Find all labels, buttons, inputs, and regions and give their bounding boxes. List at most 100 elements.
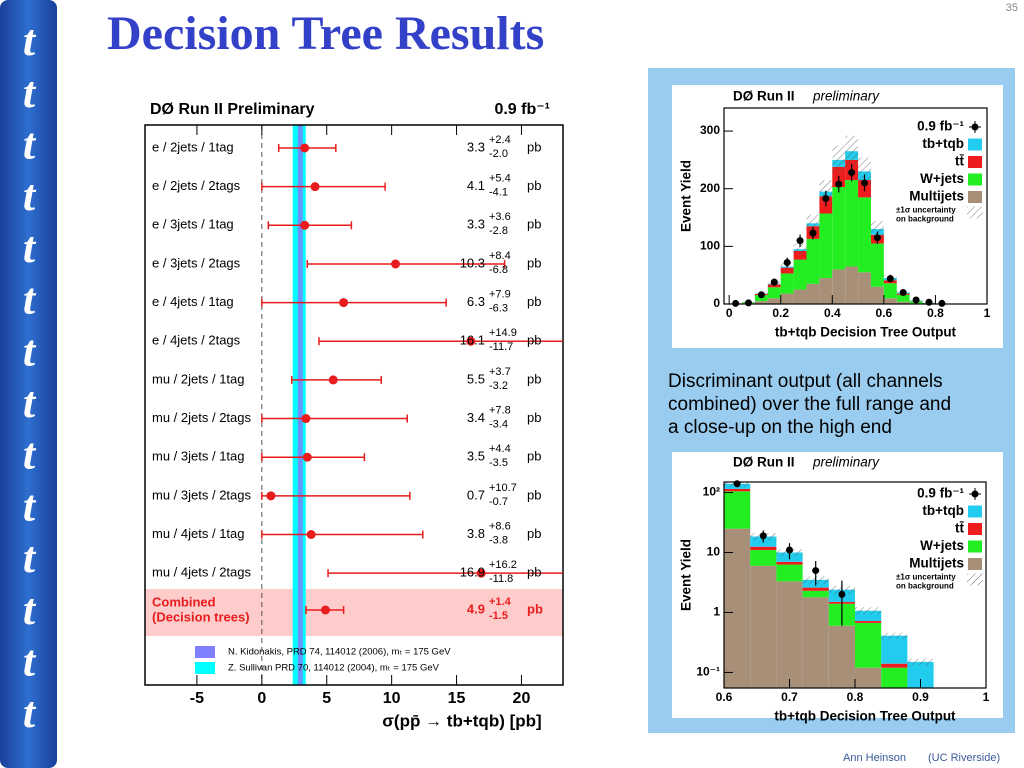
x-tick-label: 15 xyxy=(448,690,466,707)
err-minus-label: -11.7 xyxy=(489,341,513,353)
hist-bar xyxy=(881,635,908,664)
data-point xyxy=(838,590,846,598)
x-tick-label: 0 xyxy=(726,306,733,320)
err-plus-label: +3.7 xyxy=(489,366,511,378)
uncertainty-band xyxy=(793,243,807,255)
hist-bar xyxy=(845,180,859,267)
legend-label: Z. Sullivan PRD 70, 114012 (2004), mₜ = … xyxy=(228,663,440,674)
y-tick-label: 1 xyxy=(713,605,720,619)
x-tick-label: 0.2 xyxy=(772,306,789,320)
hist-bar xyxy=(806,283,820,304)
value-label: 4.9 xyxy=(467,601,485,616)
data-point xyxy=(759,532,767,540)
x-tick-label: -5 xyxy=(190,690,204,707)
x-tick-label: 0.9 xyxy=(912,690,929,704)
err-minus-label: -1.5 xyxy=(489,610,508,622)
x-tick-label: 0.6 xyxy=(716,690,733,704)
legend-label: ±1σ uncertainty xyxy=(896,206,956,215)
legend-label: on background xyxy=(896,582,954,591)
chart-title: DØ Run II xyxy=(733,89,795,104)
hist-bar xyxy=(855,621,882,623)
y-axis-label: Event Yield xyxy=(679,160,694,232)
hist-bar xyxy=(858,272,871,304)
row-label: e / 2jets / 1tag xyxy=(152,139,234,154)
legend-label: tt̄ xyxy=(955,521,965,536)
luminosity: 0.9 fb⁻¹ xyxy=(494,101,550,118)
sidebar xyxy=(0,0,57,768)
legend-swatch xyxy=(968,138,982,151)
x-tick-label: 0.8 xyxy=(927,306,944,320)
chart-subtitle: preliminary xyxy=(812,89,880,104)
err-plus-label: +4.4 xyxy=(489,443,511,455)
value-label: 6.3 xyxy=(467,294,485,309)
point xyxy=(300,220,310,230)
value-label: 3.4 xyxy=(467,410,485,425)
uncertainty-band xyxy=(870,220,884,238)
sidebar-letter: t xyxy=(23,585,37,634)
err-plus-label: +8.4 xyxy=(489,250,511,262)
chart-title: DØ Run II Preliminary xyxy=(150,101,315,118)
sidebar-letter: t xyxy=(23,378,37,427)
legend-label: on background xyxy=(896,215,954,224)
hist-bar xyxy=(819,278,833,304)
unit-label: pb xyxy=(527,217,541,232)
legend-swatch xyxy=(968,191,982,203)
data-point xyxy=(744,299,752,307)
x-tick-label: 1 xyxy=(983,690,990,704)
err-minus-label: -3.4 xyxy=(489,418,508,430)
hist-bar xyxy=(855,667,882,688)
x-tick-label: 0.4 xyxy=(824,306,841,320)
unit-label: pb xyxy=(527,294,541,309)
hist-bar xyxy=(776,581,803,688)
row-label: mu / 2jets / 1tag xyxy=(152,371,245,386)
plot-frame xyxy=(723,107,988,305)
err-minus-label: -3.5 xyxy=(489,457,508,469)
hist-bar xyxy=(754,301,768,304)
row-label: e / 4jets / 2tags xyxy=(152,333,241,348)
chart-title: DØ Run II xyxy=(733,455,795,470)
data-point xyxy=(783,258,791,266)
x-tick-label: 0.6 xyxy=(876,306,893,320)
x-tick-label: 20 xyxy=(513,690,531,707)
unit-label: pb xyxy=(527,526,541,541)
unit-label: pb xyxy=(527,255,541,270)
hist-bar xyxy=(832,186,846,270)
sidebar-letter: t xyxy=(23,688,37,737)
hist-bar xyxy=(793,289,807,304)
hist-bar xyxy=(845,266,859,304)
value-label: 3.3 xyxy=(467,139,485,154)
legend-swatch xyxy=(968,156,982,168)
value-label: 3.3 xyxy=(467,217,485,232)
sidebar-letter: t xyxy=(23,636,37,685)
hist-bar xyxy=(883,298,897,304)
hist-bar xyxy=(750,546,777,551)
sidebar-letter: t xyxy=(23,481,37,530)
hist-bar xyxy=(776,561,803,565)
theory-band xyxy=(297,125,303,685)
x-axis-label: tb+tqb Decision Tree Output xyxy=(774,709,956,724)
hist-bar xyxy=(780,273,794,294)
chart-subtitle: preliminary xyxy=(812,455,880,470)
err-minus-label: -4.1 xyxy=(489,187,508,199)
hist-bar xyxy=(806,238,820,284)
x-tick-label: 0.8 xyxy=(847,690,864,704)
hist-bar xyxy=(793,259,807,290)
hist-bar xyxy=(870,286,884,304)
hist-bar xyxy=(776,564,803,582)
sidebar-letter: t xyxy=(23,533,37,582)
point xyxy=(310,182,320,192)
err-minus-label: -2.8 xyxy=(489,225,508,237)
unit-label: pb xyxy=(527,565,541,580)
legend-label: N. Kidonakis, PRD 74, 114012 (2006), mₜ … xyxy=(228,647,451,658)
hist-bar xyxy=(870,243,884,287)
data-point xyxy=(786,546,793,554)
hist-bar xyxy=(793,250,807,260)
err-plus-label: +16.2 xyxy=(489,559,517,571)
hist-bar xyxy=(858,197,871,273)
hist-bar xyxy=(724,528,751,688)
err-plus-label: +7.8 xyxy=(489,404,511,416)
point xyxy=(476,568,486,578)
row-label: e / 2jets / 2tags xyxy=(152,178,241,193)
err-plus-label: +14.9 xyxy=(489,327,517,339)
